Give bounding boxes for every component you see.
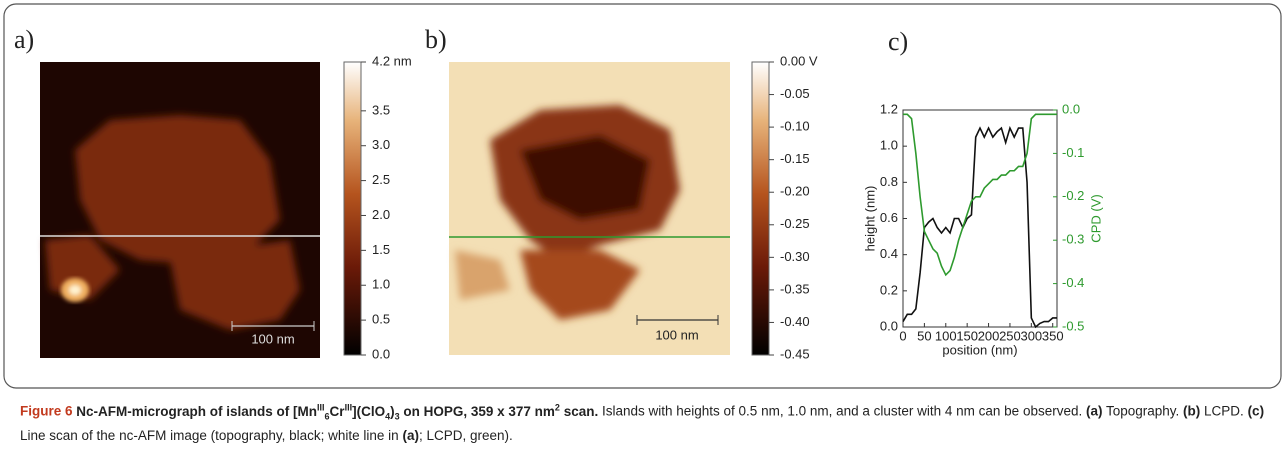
colorbar-tick-label: 2.5: [372, 172, 390, 187]
colorbar-tick-label: -0.35: [780, 281, 810, 296]
y-tick-label: 0.6: [880, 210, 898, 225]
colorbar-tick-label: 4.2 nm: [372, 53, 412, 68]
text: LCPD.: [1200, 403, 1248, 419]
line-series: [903, 113, 1057, 277]
y2-tick-label: -0.2: [1062, 188, 1084, 203]
y-tick-label: 0.2: [880, 282, 898, 297]
text: ; LCPD, green).: [418, 428, 513, 444]
line-series: [902, 125, 1057, 329]
text: (a): [1085, 403, 1103, 419]
text: Islands with heights of 0.5 nm, 1.0 nm, …: [598, 403, 1086, 419]
figure-number: Figure 6: [20, 403, 73, 419]
colorbar-tick-label: 1.0: [372, 277, 390, 292]
colorbar-tick-label: -0.05: [780, 86, 810, 101]
colorbar-tick-label: -0.10: [780, 119, 810, 134]
colorbar-tick-label: 3.5: [372, 102, 390, 117]
x-tick-label: 250: [999, 328, 1021, 343]
scalebar-label: 100 nm: [655, 327, 698, 342]
text: 3: [394, 411, 400, 422]
text: ](ClO: [352, 403, 386, 419]
panel-label: a): [14, 25, 34, 54]
y-tick-label: 0.4: [880, 246, 898, 261]
text: 6: [324, 411, 330, 422]
text: Cr: [329, 403, 345, 419]
x-tick-label: 0: [899, 328, 906, 343]
colorbar-tick-label: -0.15: [780, 151, 810, 166]
y2-tick-label: -0.3: [1062, 232, 1084, 247]
text: Line scan of the nc-AFM image (topograph…: [20, 428, 403, 444]
colorbar-tick-label: 0.5: [372, 312, 390, 327]
frame: [3, 3, 1282, 389]
y2-tick-label: -0.4: [1062, 275, 1084, 290]
text: Topography.: [1102, 403, 1184, 419]
colorbar-tick-label: -0.30: [780, 249, 810, 264]
colorbar-tick-label: -0.25: [780, 216, 810, 231]
y-tick-label: 1.0: [880, 138, 898, 153]
text: (c): [1247, 403, 1265, 419]
text: 2: [554, 402, 560, 412]
colorbar: [343, 61, 362, 356]
plot-frame: [902, 109, 1058, 328]
x-tick-label: 50: [917, 328, 931, 343]
x-tick-label: 350: [1042, 328, 1064, 343]
colorbar-tick-label: 0.00 V: [780, 53, 818, 68]
text: III: [317, 402, 325, 412]
y2-tick-label: 0.0: [1062, 101, 1080, 116]
x-tick-label: 150: [956, 328, 978, 343]
y-tick-label: 1.2: [880, 101, 898, 116]
caption: Figure 6 Nc-AFM-micrograph of islands of…: [20, 398, 1270, 445]
y-tick-label: 0.0: [880, 318, 898, 333]
afm-topography: 100 nm: [40, 62, 320, 358]
y-tick-label: 0.8: [880, 174, 898, 189]
text: on HOPG, 359 x 377 nm: [399, 403, 555, 419]
colorbar-tick-label: 0.0: [372, 346, 390, 361]
colorbar-tick-label: -0.45: [780, 346, 810, 361]
y2-tick-label: -0.1: [1062, 145, 1084, 160]
y2-axis-label: CPD (V): [1088, 194, 1103, 242]
lcpd-image: 100 nm: [449, 62, 730, 355]
scalebar-label: 100 nm: [251, 331, 294, 346]
caption-title: Nc-AFM-micrograph of islands of [MnIII6C…: [72, 402, 599, 422]
colorbar-tick-label: 3.0: [372, 137, 390, 152]
text: III: [344, 402, 353, 412]
figure: a) b) c) 100 nm 100 nm 4.2 nm 3.5 3.0 2.5 2.…: [3, 3, 1282, 389]
colorbar: [751, 61, 770, 356]
colorbar-tick-label: -0.40: [780, 314, 810, 329]
text: scan.: [559, 403, 599, 419]
y-axis-label: height (nm): [862, 186, 877, 252]
x-tick-label: 300: [1020, 328, 1042, 343]
colorbar-tick-label: 2.0: [372, 207, 390, 222]
x-tick-label: 100: [935, 328, 957, 343]
x-tick-label: 200: [978, 328, 1000, 343]
colorbar-tick-label: -0.20: [780, 184, 810, 199]
text: (a): [402, 428, 419, 444]
text: ): [390, 403, 395, 419]
panel-label: c): [888, 27, 908, 56]
colorbar-tick-label: 1.5: [372, 242, 390, 257]
text: (b): [1183, 403, 1201, 419]
panel-label: b): [425, 25, 447, 54]
y2-tick-label: -0.5: [1062, 318, 1084, 333]
text: 4: [385, 411, 391, 422]
text: Nc-AFM-micrograph of islands of [Mn: [72, 403, 318, 419]
x-axis-label: position (nm): [942, 342, 1017, 357]
